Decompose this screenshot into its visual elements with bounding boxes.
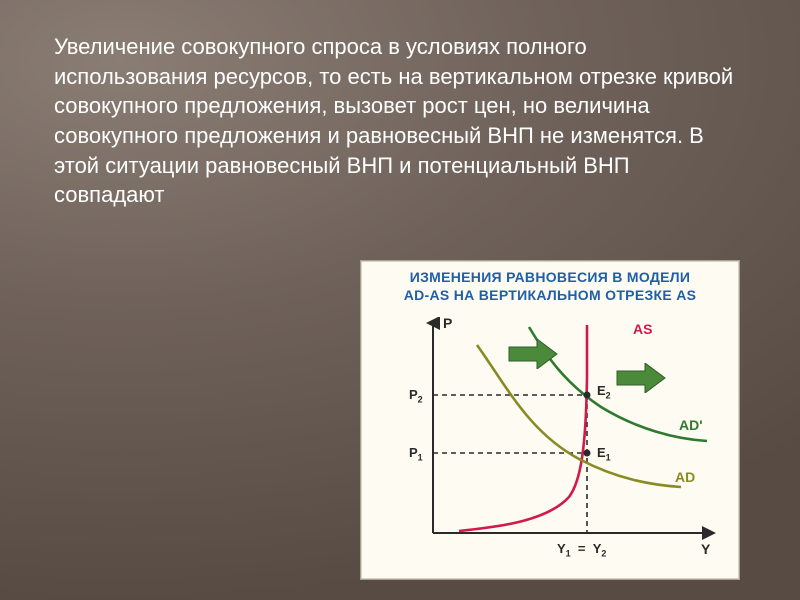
paragraph-text: Увеличение совокупного спроса в условиях… [54, 32, 746, 210]
point-e1 [584, 450, 591, 457]
label-e1: E1 [597, 445, 611, 463]
label-as: AS [633, 321, 652, 337]
label-e2: E2 [597, 383, 611, 401]
shift-arrow-2 [615, 363, 667, 393]
label-ad-prime: AD' [679, 417, 703, 433]
chart-title-line-2: AD-AS НА ВЕРТИКАЛЬНОМ ОТРЕЗКЕ AS [404, 287, 697, 303]
tick-y1y2: Y1 = Y2 [557, 541, 606, 559]
point-e2 [584, 392, 591, 399]
y-axis-label: P [443, 315, 452, 331]
chart-plot: P Y P2 P1 Y1 = Y2 E2 E1 AS AD' AD [379, 317, 723, 569]
chart-title-line-1: ИЗМЕНЕНИЯ РАВНОВЕСИЯ В МОДЕЛИ [410, 269, 691, 285]
label-ad: AD [675, 469, 695, 485]
tick-p1: P1 [409, 445, 423, 463]
shift-arrow-1 [507, 339, 559, 369]
chart-frame: ИЗМЕНЕНИЯ РАВНОВЕСИЯ В МОДЕЛИ AD-AS НА В… [360, 260, 740, 580]
x-axis-label: Y [701, 541, 710, 557]
chart-title: ИЗМЕНЕНИЯ РАВНОВЕСИЯ В МОДЕЛИ AD-AS НА В… [361, 261, 739, 308]
tick-p2: P2 [409, 387, 423, 405]
